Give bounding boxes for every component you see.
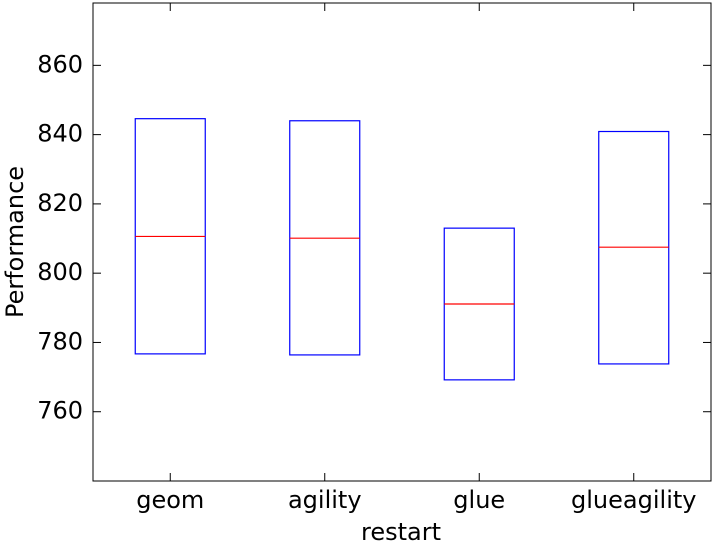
x-tick-label: geom	[136, 486, 204, 514]
y-tick-label: 860	[37, 50, 83, 78]
y-tick-label: 840	[37, 120, 83, 148]
x-axis-label: restart	[361, 518, 441, 546]
y-tick-label: 820	[37, 189, 83, 217]
x-tick-label: glueagility	[571, 486, 696, 514]
x-tick-label: glue	[453, 486, 505, 514]
y-tick-label: 760	[37, 397, 83, 425]
plot-frame	[92, 2, 712, 482]
y-axis-label: Performance	[1, 166, 29, 318]
x-tick-label: agility	[288, 486, 362, 514]
y-tick-label: 780	[37, 327, 83, 355]
y-tick-label: 800	[37, 258, 83, 286]
